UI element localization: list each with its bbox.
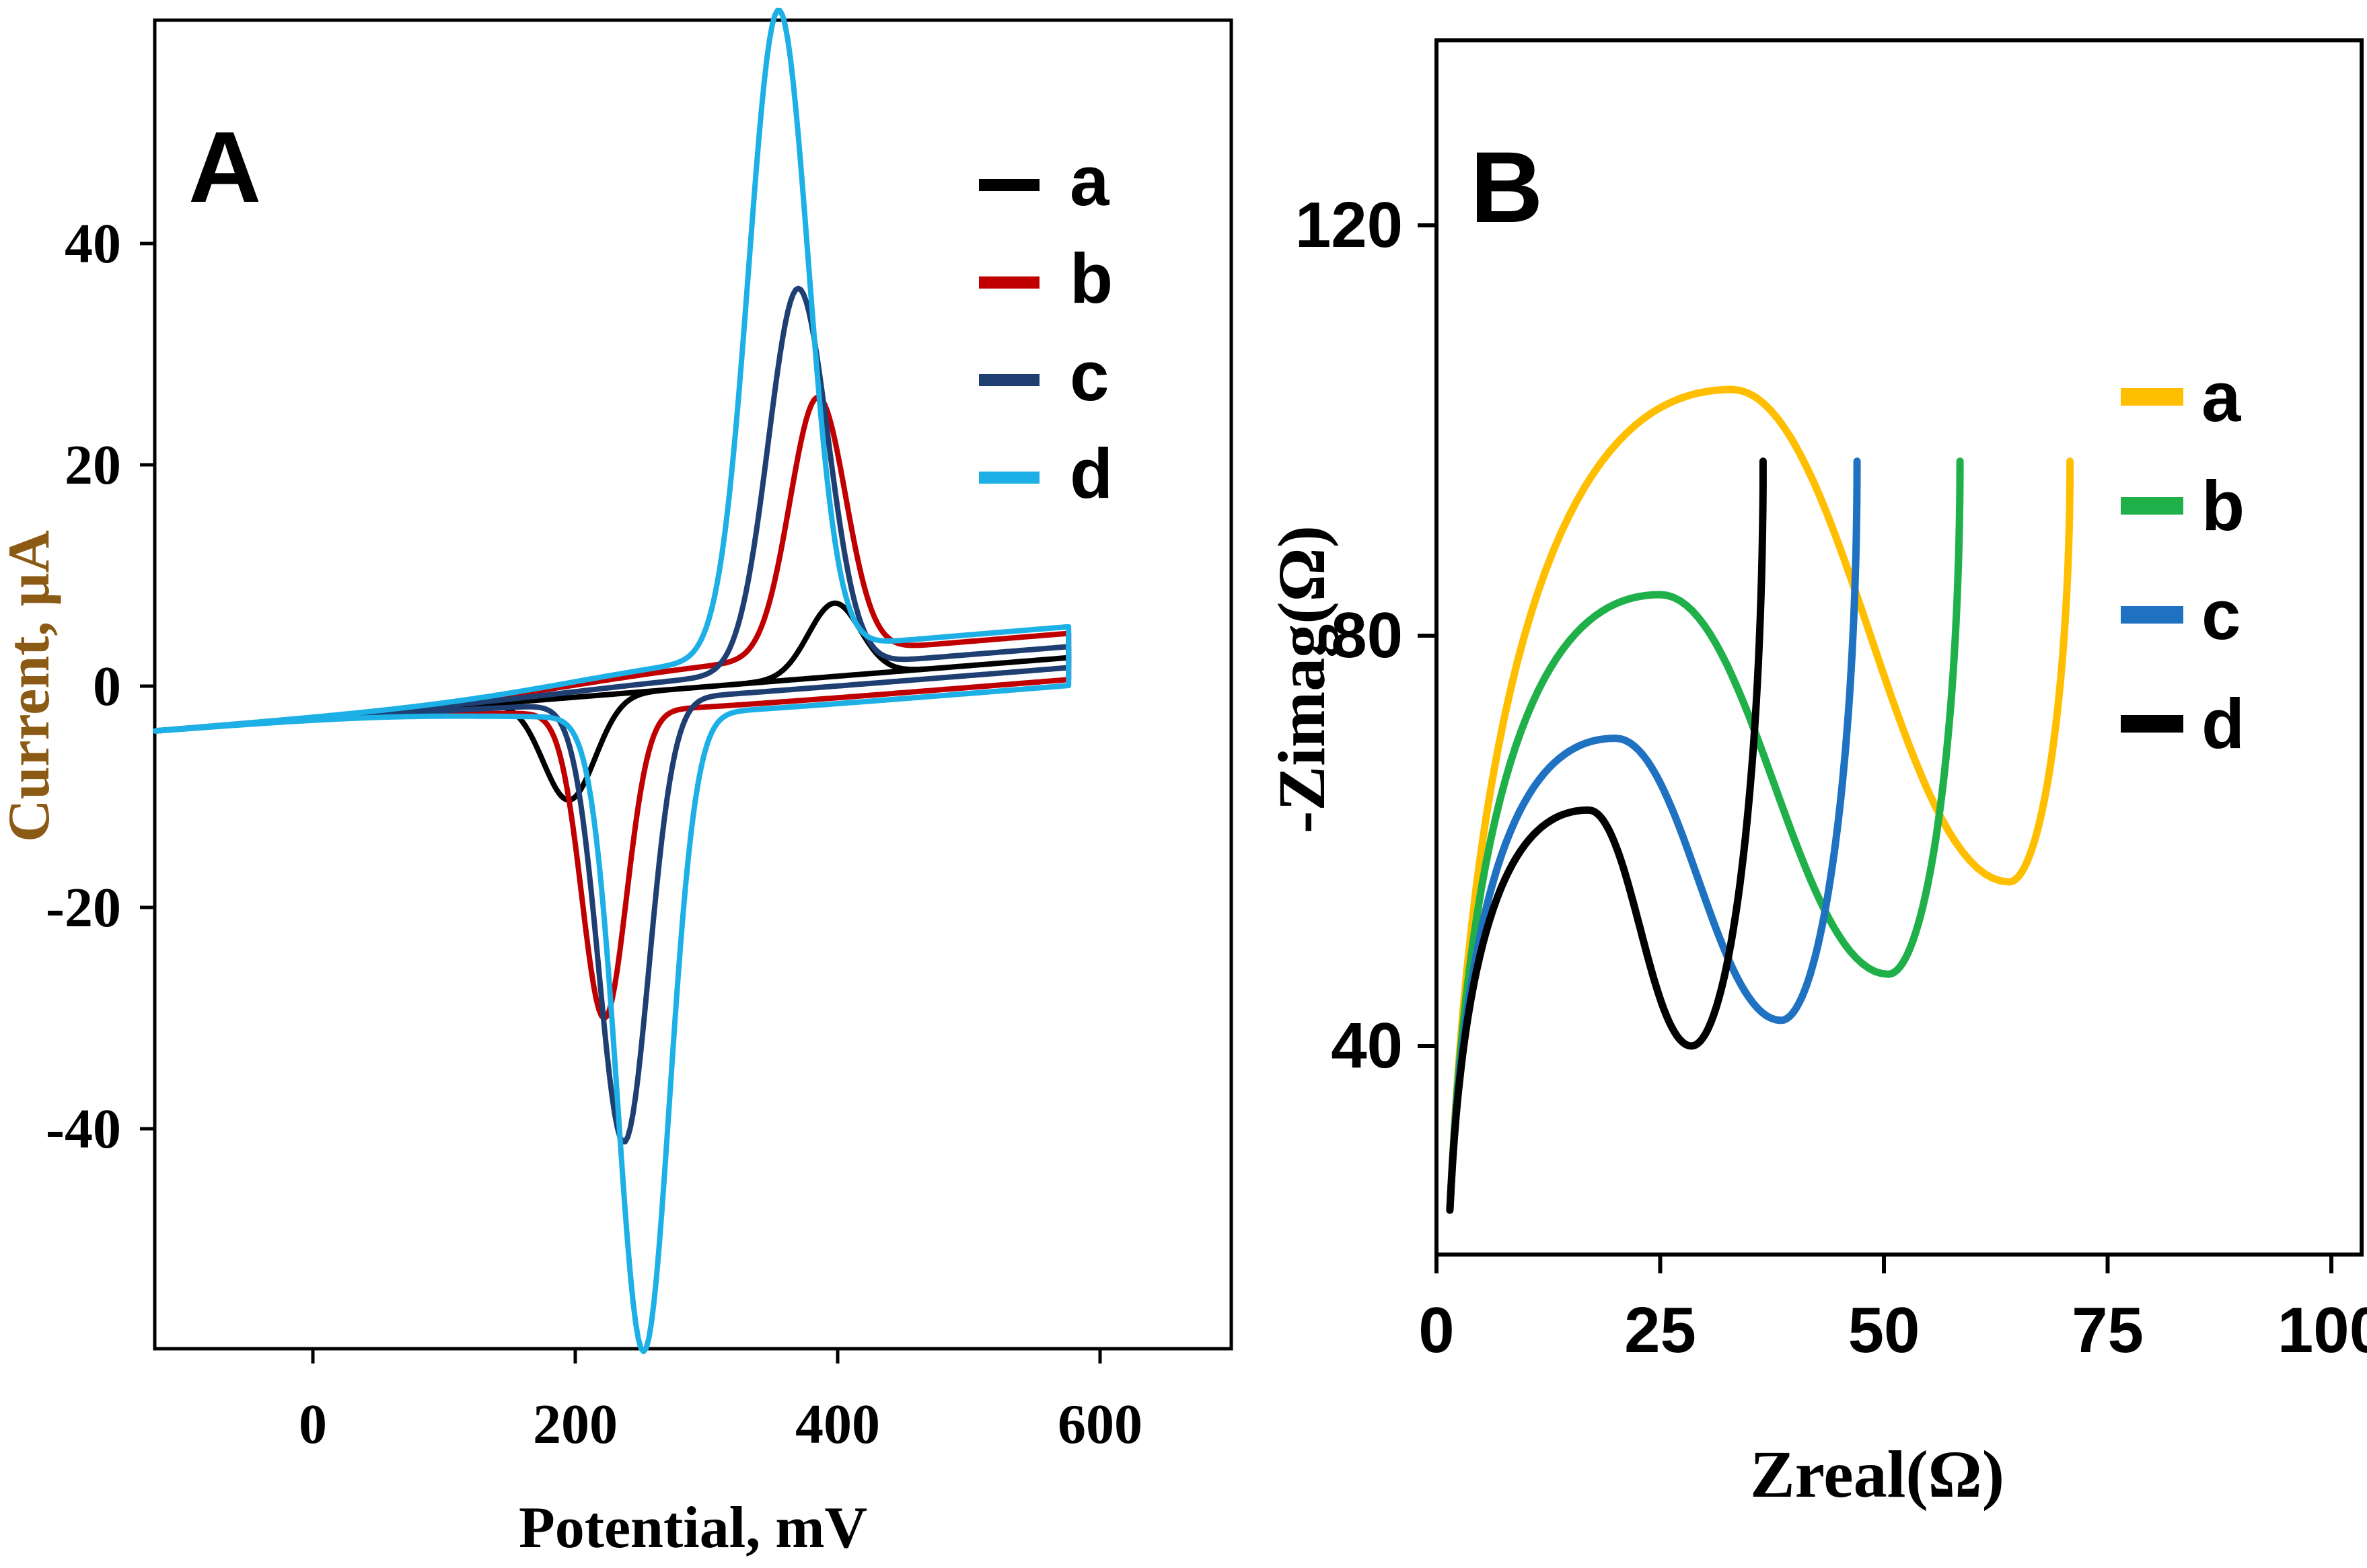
- panel-b-x-tick-label: 0: [1418, 1294, 1454, 1366]
- panel-b-y-tick-label: 80: [1331, 599, 1403, 671]
- panel-a-y-tick-label: -20: [46, 876, 121, 939]
- panel-b-x-tick-label: 25: [1624, 1294, 1696, 1366]
- panel-a-y-tick-label: 40: [65, 213, 121, 275]
- panel-a-x-tick-label: 0: [299, 1393, 327, 1456]
- panel-a-y-tick-label: 0: [93, 655, 121, 718]
- panel-b-legend-label-d: d: [2201, 685, 2245, 763]
- panel-b-series-c: [1446, 457, 1861, 1214]
- panel-b-x-tick-label: 50: [1848, 1294, 1920, 1366]
- panel-b-x-tick-label: 100: [2278, 1294, 2367, 1366]
- panel-a-series-a: [153, 600, 1072, 803]
- panel-b-y-ticks: 40 80 120: [1295, 189, 1436, 1082]
- panel-a-x-ticks: 0 200 400 600: [299, 1349, 1142, 1456]
- panel-b-legend-label-a: a: [2201, 358, 2242, 437]
- panel-b-series-b: [1446, 457, 1964, 1214]
- panel-a-legend-label-b: b: [1070, 239, 1113, 318]
- panel-a-x-tick-label: 600: [1058, 1393, 1142, 1456]
- panel-b-plot-frame: [1434, 38, 2364, 1257]
- panel-b-y-axis-label: -Zimag(Ω): [1264, 525, 1339, 833]
- panel-a-y-ticks: -40 -20 0 20 40: [46, 213, 155, 1160]
- panel-b-y-tick-label: 40: [1331, 1010, 1403, 1082]
- panel-a-legend-label-a: a: [1070, 142, 1110, 221]
- panel-b-x-ticks: 0 25 50 75 100: [1418, 1255, 2367, 1366]
- panel-b-series-a: [1446, 385, 2074, 1214]
- panel-a-y-axis-label: Current, μA: [0, 530, 62, 842]
- panel-a-x-tick-label: 200: [533, 1393, 618, 1456]
- panel-b-y-tick-label: 120: [1295, 189, 1403, 261]
- panel-a-legend-label-c: c: [1070, 337, 1109, 416]
- panel-b-series-d: [1446, 457, 1767, 1214]
- panel-a-y-tick-label: 20: [65, 434, 121, 496]
- panel-a-x-tick-label: 400: [795, 1393, 880, 1456]
- panel-b-legend-label-b: b: [2201, 467, 2245, 546]
- panel-a-letter: A: [188, 110, 261, 223]
- panel-b-series-group: [1446, 385, 2074, 1214]
- panel-a-series-b: [153, 395, 1072, 1021]
- panel-b-letter: B: [1470, 130, 1543, 244]
- panel-a-series-d: [153, 7, 1072, 1355]
- panel-b-legend-label-c: c: [2201, 576, 2241, 655]
- panel-a-series-group: [153, 7, 1072, 1355]
- panel-a-y-tick-label: -40: [46, 1098, 121, 1160]
- panel-b-x-axis-label: Zreal(Ω): [1750, 1437, 2004, 1511]
- panel-a-legend-label-d: d: [1070, 435, 1113, 513]
- panel-a-x-axis-label: Potential, mV: [519, 1495, 867, 1561]
- panel-b-x-tick-label: 75: [2072, 1294, 2144, 1366]
